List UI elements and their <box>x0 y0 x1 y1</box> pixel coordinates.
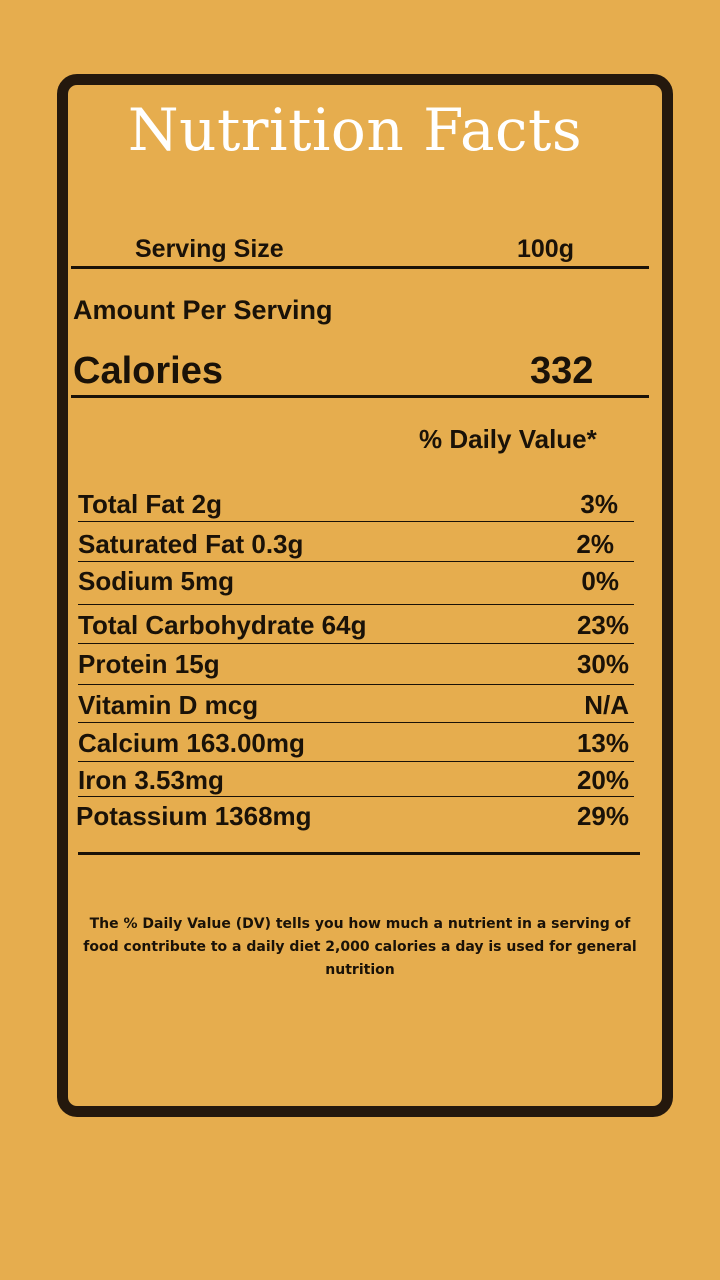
nutrient-label: Iron 3.53mg <box>78 765 224 795</box>
serving-size-value: 100g <box>517 235 574 263</box>
calories-value: 332 <box>530 350 594 392</box>
nutrient-daily-value: 2% <box>576 529 614 559</box>
nutrient-daily-value: 30% <box>576 649 629 679</box>
calories-label: Calories <box>73 350 223 392</box>
nutrient-daily-value: 0% <box>581 566 619 596</box>
serving-size-label: Serving Size <box>135 235 284 263</box>
nutrient-divider <box>78 604 634 605</box>
nutrient-divider <box>78 796 634 797</box>
nutrient-divider <box>78 684 634 685</box>
nutrient-label: Potassium 1368mg <box>76 801 312 831</box>
nutrient-label: Total Carbohydrate 64g <box>78 610 367 640</box>
nutrient-divider <box>78 643 634 644</box>
label-title: Nutrition Facts <box>127 96 583 164</box>
nutrient-label: Protein 15g <box>78 649 220 679</box>
nutrient-daily-value: 13% <box>576 728 629 758</box>
nutrient-label: Vitamin D mcg <box>78 690 259 720</box>
nutrient-daily-value: 29% <box>576 801 629 831</box>
nutrient-daily-value: 20% <box>576 765 629 795</box>
calories-divider <box>71 395 649 398</box>
serving-divider <box>71 266 649 269</box>
nutrient-divider <box>78 521 634 522</box>
nutrients-end-divider <box>78 852 640 855</box>
nutrient-label: Calcium 163.00mg <box>78 728 305 758</box>
amount-per-serving: Amount Per Serving <box>73 295 333 325</box>
nutrient-label: Total Fat 2g <box>78 489 222 519</box>
nutrition-label-card <box>57 74 673 1117</box>
nutrient-divider <box>78 561 634 562</box>
nutrient-daily-value: N/A <box>584 690 629 720</box>
nutrient-divider <box>78 722 634 723</box>
nutrient-label: Sodium 5mg <box>78 566 235 596</box>
nutrient-daily-value: 23% <box>576 610 629 640</box>
nutrient-label: Saturated Fat 0.3g <box>78 529 304 559</box>
nutrient-daily-value: 3% <box>580 489 618 519</box>
daily-value-footnote: The % Daily Value (DV) tells you how muc… <box>83 916 637 978</box>
daily-value-header: % Daily Value* <box>419 424 597 454</box>
nutrient-divider <box>78 761 634 762</box>
